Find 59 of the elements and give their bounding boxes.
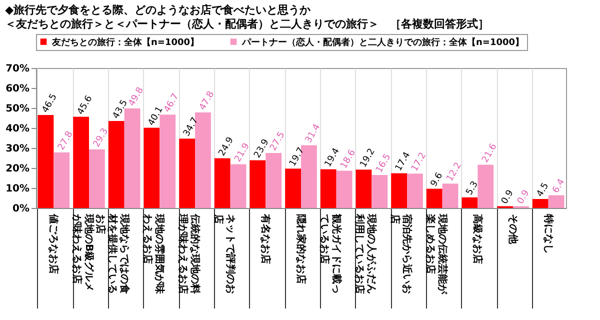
bar bbox=[89, 149, 105, 208]
bar bbox=[462, 197, 478, 208]
bar bbox=[285, 168, 301, 208]
x-tick-label: その他 bbox=[507, 214, 519, 245]
y-tick-label: 40% bbox=[6, 124, 30, 134]
bar bbox=[301, 145, 317, 208]
bar bbox=[230, 164, 246, 208]
legend-label: パートナー（恋人・配偶者）と二人きりでの旅行：全体【n=1000】 bbox=[241, 36, 524, 48]
x-tick-label: 観光ガイドに載っているお店 bbox=[318, 213, 342, 294]
data-label: 0.9 bbox=[516, 188, 532, 206]
bar bbox=[478, 164, 494, 208]
x-tick-label: 宿泊先から近いお店 bbox=[389, 213, 413, 294]
x-tick-label: 現地ならではの食材を提供しているお店 bbox=[94, 213, 130, 294]
y-tick-label: 30% bbox=[6, 144, 30, 154]
x-tick-label: 現地の雰囲気が味わえるお店 bbox=[142, 213, 166, 295]
bar bbox=[266, 153, 282, 208]
bar bbox=[548, 195, 564, 208]
x-tick-label: 有名なお店 bbox=[260, 213, 272, 264]
bar bbox=[54, 152, 70, 208]
x-tick-label: 伝統的な現地の料理が味わえるお店 bbox=[177, 213, 201, 294]
chart-subtitle: ＜友だちとの旅行＞と＜パートナー（恋人・配偶者）と二人きりでの旅行＞ ［各複数回答形式］ bbox=[5, 18, 490, 30]
bar bbox=[407, 174, 423, 208]
bar bbox=[426, 188, 442, 208]
data-label: 5.3 bbox=[464, 180, 480, 198]
bar bbox=[108, 121, 124, 208]
bar bbox=[336, 170, 352, 208]
x-tick-label: 現地の人がふだん利用しているお店 bbox=[354, 213, 378, 294]
bar bbox=[250, 160, 266, 208]
y-tick-label: 0% bbox=[12, 204, 30, 214]
bar bbox=[442, 184, 458, 208]
chart-title: ◆旅行先で夕食をとる際、どのようなお店で食べたいと思うか bbox=[5, 4, 312, 16]
data-label: 9.6 bbox=[429, 170, 446, 189]
y-tick-label: 60% bbox=[6, 84, 30, 94]
bar bbox=[372, 175, 388, 208]
data-label: 4.5 bbox=[535, 181, 552, 199]
bar bbox=[320, 169, 336, 208]
x-tick-label: ネットで評判のお店 bbox=[212, 213, 236, 294]
y-tick-label: 20% bbox=[6, 164, 30, 174]
bar bbox=[532, 199, 548, 208]
data-label: 6.4 bbox=[551, 177, 568, 195]
x-tick-label: 高級なお店 bbox=[472, 214, 484, 264]
bar bbox=[195, 112, 211, 208]
bar bbox=[144, 128, 160, 208]
y-tick-label: 10% bbox=[6, 184, 30, 194]
x-tick-label: 隠れ家的なお店 bbox=[295, 214, 307, 284]
y-tick-label: 50% bbox=[6, 104, 30, 114]
bar bbox=[391, 173, 407, 208]
bar bbox=[38, 115, 54, 208]
y-tick-label: 70% bbox=[6, 64, 30, 74]
bar bbox=[214, 158, 230, 208]
bar bbox=[356, 170, 372, 208]
x-tick-label: 値ごろなお店 bbox=[48, 213, 60, 274]
x-tick-label: 現地の伝統芸能が楽しめるお店 bbox=[424, 213, 448, 295]
bar bbox=[179, 138, 195, 208]
bar bbox=[73, 116, 89, 208]
data-label: 0.9 bbox=[500, 188, 516, 206]
x-tick-label: 特になし bbox=[542, 213, 554, 254]
x-tick-label: 現地のB級グルメが味わえるお店 bbox=[71, 213, 95, 292]
legend-label: 友だちとの旅行：全体【n=1000】 bbox=[51, 36, 199, 48]
